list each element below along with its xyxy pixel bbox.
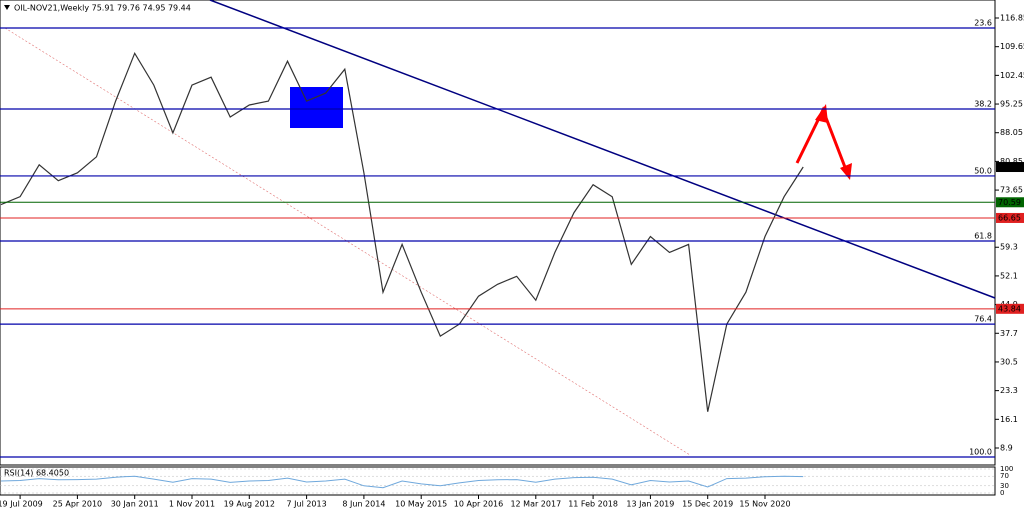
diagonal-guide [4, 27, 691, 456]
x-tick-label: 19 Aug 2012 [224, 500, 275, 509]
rsi-frame [0, 466, 996, 496]
y-tick-label: 16.1 [1000, 415, 1018, 424]
fib-label: 100.0 [969, 447, 992, 456]
price-tag-box [996, 197, 1024, 208]
y-tick-label: 52.1 [1000, 271, 1018, 280]
y-tick-label: 109.65 [1000, 42, 1024, 51]
x-tick-label: 1 Nov 2011 [169, 500, 215, 509]
plot-frame [0, 0, 996, 466]
y-tick-label: 88.05 [1000, 128, 1023, 137]
menu-icon [4, 5, 10, 10]
y-tick-label: 95.25 [1000, 100, 1023, 109]
x-tick-label: 15 Dec 2019 [682, 500, 733, 509]
rsi-line [0, 475, 804, 489]
price-tag: 79.44 [998, 163, 1021, 172]
y-tick-label: 73.65 [1000, 186, 1023, 195]
y-tick-label: 80.85 [1000, 157, 1023, 166]
rsi-label: RSI(14) 68.4050 [4, 469, 69, 478]
x-tick-label: 25 Apr 2010 [53, 500, 102, 509]
highlight-box [290, 87, 343, 128]
fib-label: 50.0 [974, 166, 992, 175]
rsi-tick-label: 30 [1000, 482, 1009, 490]
fib-label: 38.2 [974, 100, 992, 109]
price-tag: 66.65 [998, 213, 1021, 222]
x-tick-label: 10 May 2015 [395, 500, 447, 509]
chart-title: OIL-NOV21,Weekly 75.91 79.76 74.95 79.44 [14, 4, 191, 13]
x-tick-label: 19 Jul 2009 [0, 500, 43, 509]
x-tick-label: 13 Jan 2019 [626, 500, 674, 509]
y-tick-label: 37.7 [1000, 329, 1018, 338]
y-tick-label: 8.9 [1000, 443, 1013, 452]
price-tag: 43.84 [998, 304, 1021, 313]
y-tick-label: 59.3 [1000, 243, 1018, 252]
y-tick-label: 30.5 [1000, 357, 1018, 366]
rsi-tick-label: 0 [1000, 489, 1004, 497]
trendline [209, 0, 996, 299]
y-tick-label: 102.45 [1000, 71, 1024, 80]
x-tick-label: 15 Nov 2020 [739, 500, 790, 509]
price-tag-box [996, 212, 1024, 223]
fib-label: 23.6 [974, 19, 992, 28]
y-tick-label: 23.3 [1000, 386, 1018, 395]
price-tag-box [996, 162, 1024, 173]
x-tick-label: 30 Jan 2011 [111, 500, 159, 509]
x-tick-label: 7 Jul 2013 [287, 500, 327, 509]
x-tick-label: 11 Feb 2018 [568, 500, 618, 509]
price-line [0, 51, 804, 412]
fib-label: 76.4 [974, 315, 992, 324]
y-tick-label: 116.85 [1000, 14, 1024, 23]
x-tick-label: 10 Apr 2016 [454, 500, 503, 509]
x-tick-label: 12 Mar 2017 [510, 500, 561, 509]
rsi-tick-label: 100 [1000, 465, 1013, 473]
x-tick-label: 8 Jun 2014 [342, 500, 385, 509]
fib-label: 61.8 [974, 232, 992, 241]
price-tag: 70.59 [998, 198, 1021, 207]
price-tag-box [996, 303, 1024, 314]
rsi-tick-label: 70 [1000, 472, 1009, 480]
